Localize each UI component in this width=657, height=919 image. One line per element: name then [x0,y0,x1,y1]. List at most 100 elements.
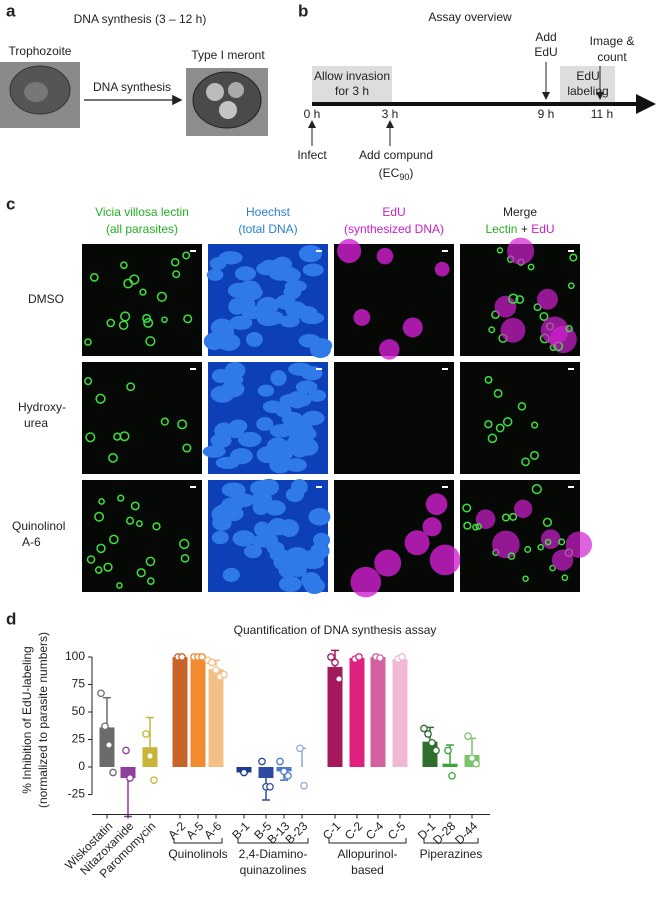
parasite [135,520,143,528]
bar [258,767,274,778]
parasite [106,318,116,328]
data-point [101,722,109,731]
parasite [119,431,130,442]
nucleus [275,404,292,418]
data-point [376,654,384,662]
label: DNA synthesis [93,80,171,94]
nucleus [237,296,256,313]
column-header: (total DNA) [238,222,297,236]
nucleus [308,507,331,526]
parasite [531,484,542,495]
nucleus [229,448,253,465]
parasite [529,450,540,460]
data-point [296,744,304,753]
parasite [508,293,519,304]
nucleus [209,257,227,270]
column-header: Hoechst [246,205,291,219]
label: Trophozoite [9,44,72,58]
bar [349,658,365,767]
column-header: (all parasites) [106,222,178,236]
edu-signal [425,493,448,516]
row-label: DMSO [28,292,64,306]
data-point [122,746,130,755]
time-label: 9 h [538,107,555,121]
parasite [507,552,516,560]
nucleus [294,426,317,442]
bar [172,657,188,767]
scale-bar [442,486,448,488]
nucleus [264,500,286,516]
group-label: quinazolines [240,863,307,877]
parasite [521,457,530,467]
edu-signal [379,339,400,360]
nucleus [232,530,256,547]
label: (EC90) [379,166,414,182]
edu-signal [551,549,574,571]
x-tick-label: C-2 [342,819,366,843]
micrograph [334,244,454,356]
nucleus [223,506,244,521]
data-point [355,653,363,661]
nucleus [301,549,325,567]
parasite [172,270,181,279]
edu-signal [475,509,496,530]
nucleus [288,362,313,376]
nucleus [285,487,305,503]
label: EdU [576,69,599,83]
parasite [145,556,156,567]
nucleus [309,340,331,359]
nucleus [279,393,303,407]
group-label: Allopurinol- [337,847,397,861]
parasite [94,511,105,522]
label-part: + [521,222,528,236]
parasite [182,251,191,260]
bar [442,763,458,767]
parasite [125,516,135,525]
edu-signal [513,499,533,519]
group-label: Quinolinols [168,847,227,861]
label: Add compund [359,148,433,162]
nucleus [284,280,307,293]
parasite [475,523,482,530]
parasite [179,538,190,550]
parasite [533,303,542,312]
panel-letter: c [6,194,15,213]
parasite [139,288,147,296]
parasite [96,543,106,554]
parasite [136,568,146,578]
row-label: Hydroxy- [18,400,66,414]
nucleus [251,534,274,548]
nucleus [278,576,302,593]
nucleus [245,331,263,347]
parasite [146,577,155,585]
nucleus [276,267,300,281]
data-point [444,746,452,755]
group-bracket [328,838,407,844]
label-part: Lectin [485,222,517,236]
x-tick-label: C-1 [320,819,344,843]
group-label: Piperazines [420,847,483,861]
parasite [170,258,180,267]
nucleus [217,333,235,350]
data-point [327,653,335,661]
bar [208,669,224,767]
parasite [98,498,105,505]
parasite [182,443,192,453]
label: count [597,50,627,64]
parasite [84,377,93,386]
parasite [120,311,131,322]
nucleus [229,315,253,330]
y-tick-label: -25 [68,787,86,801]
scale-bar [316,486,322,488]
data-point [284,771,292,780]
label-part: EdU [531,222,554,236]
edu-signal [429,544,461,576]
bar [327,666,343,767]
edu-signal [374,549,402,577]
nucleus [270,444,294,462]
data-point [178,653,186,661]
edu-signal [404,530,430,556]
panel-letter: a [6,1,16,20]
parasite [86,555,96,564]
parasite [527,263,535,271]
